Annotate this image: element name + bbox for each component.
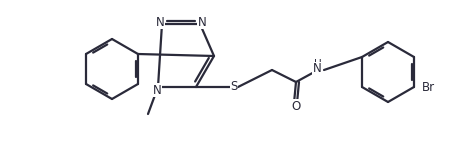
Text: H: H: [314, 59, 322, 69]
Text: S: S: [230, 80, 237, 93]
Text: N: N: [153, 84, 161, 96]
Text: Br: Br: [421, 80, 435, 93]
Text: N: N: [313, 62, 321, 75]
Text: N: N: [155, 16, 164, 29]
Text: O: O: [292, 100, 301, 112]
Text: N: N: [198, 16, 206, 29]
